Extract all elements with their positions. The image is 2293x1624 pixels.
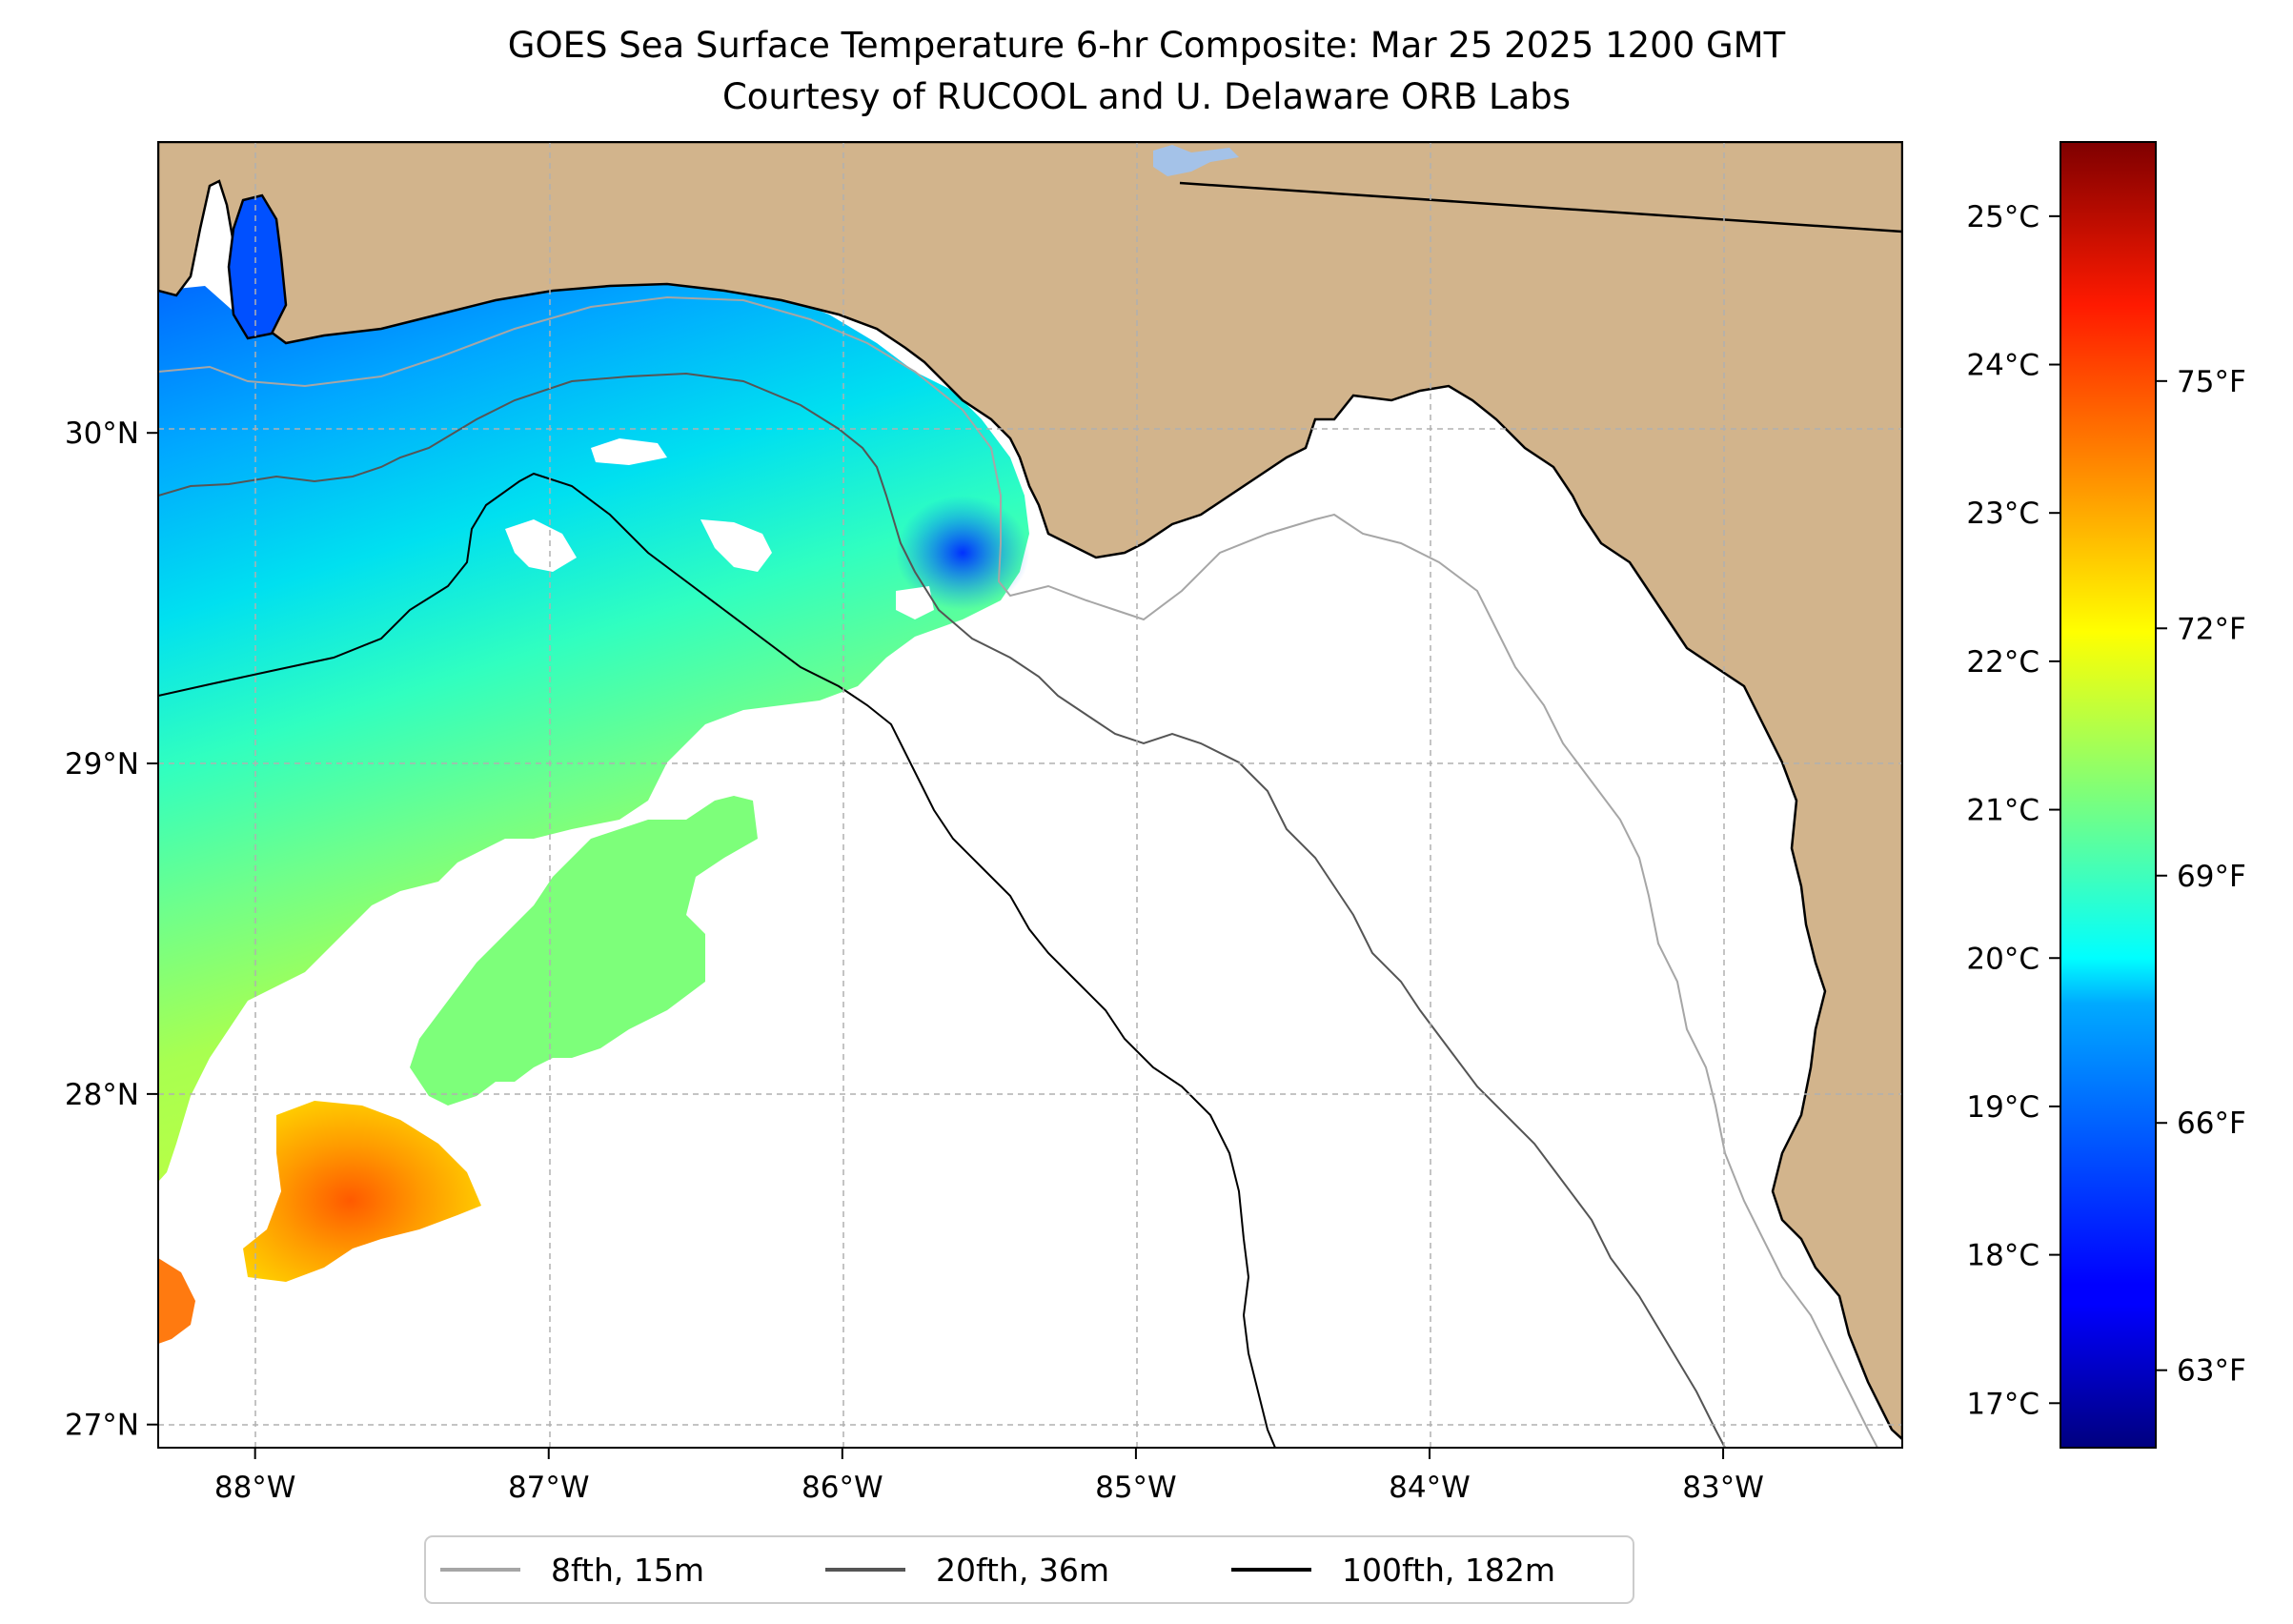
legend-box (424, 1535, 1634, 1604)
map-area (158, 142, 1902, 1448)
lon-tick-label: 88°W (214, 1471, 296, 1505)
lon-tick-label: 83°W (1682, 1471, 1764, 1505)
fahrenheit-tick-label: 75°F (2177, 365, 2246, 399)
celsius-tick-label: 24°C (1966, 349, 2039, 383)
land-north (158, 142, 1902, 1441)
cold-water-core (896, 496, 1029, 610)
legend-label: 100fth, 182m (1342, 1552, 1555, 1589)
sst-holes (505, 438, 934, 619)
latitude-ticks: 27°N 28°N 29°N 30°N (65, 416, 158, 1443)
lon-tick-label: 85°W (1095, 1471, 1177, 1505)
inland-lake (1153, 145, 1239, 176)
lon-tick-label: 84°W (1389, 1471, 1471, 1505)
lon-tick-label: 87°W (508, 1471, 590, 1505)
colorbar-celsius-ticks: 17°C 18°C 19°C 20°C 21°C 22°C 23°C 24°C 25°C (1966, 200, 2060, 1421)
celsius-tick-label: 19°C (1966, 1090, 2039, 1125)
celsius-tick-label: 21°C (1966, 794, 2039, 828)
sst-field (158, 274, 1029, 1182)
sst-white-gap-west (158, 1158, 262, 1239)
longitude-ticks: 88°W 87°W 86°W 85°W 84°W 83°W (214, 1448, 1764, 1505)
fahrenheit-tick-label: 63°F (2177, 1354, 2246, 1389)
lat-tick-label: 29°N (65, 747, 139, 782)
celsius-tick-label: 23°C (1966, 497, 2039, 531)
colorbar-fahrenheit-ticks: 63°F 66°F 69°F 72°F 75°F (2156, 365, 2246, 1389)
sst-warm-southwest (158, 1258, 195, 1344)
sst-patch-east (410, 796, 758, 1106)
contour-legend: 8fth, 15m 20fth, 36m 100fth, 182m (424, 1535, 1634, 1604)
lat-tick-label: 30°N (65, 416, 139, 451)
celsius-tick-label: 22°C (1966, 645, 2039, 680)
fahrenheit-tick-label: 72°F (2177, 612, 2246, 646)
sst-warm-patch (243, 1101, 481, 1282)
map-frame (157, 141, 1903, 1449)
fahrenheit-tick-label: 69°F (2177, 860, 2246, 894)
lat-tick-label: 28°N (65, 1078, 139, 1112)
celsius-tick-label: 17°C (1966, 1387, 2039, 1421)
celsius-tick-label: 18°C (1966, 1239, 2039, 1273)
contour-20fth (158, 372, 1726, 1448)
celsius-tick-label: 20°C (1966, 942, 2039, 976)
legend-label: 8fth, 15m (551, 1552, 704, 1589)
lon-tick-label: 86°W (802, 1471, 883, 1505)
contour-100fth (158, 472, 1276, 1448)
map-title: GOES Sea Surface Temperature 6-hr Compos… (507, 25, 1786, 66)
state-boundary (1179, 181, 1902, 233)
lat-tick-label: 27°N (65, 1409, 139, 1443)
contour-8fth (158, 295, 1878, 1448)
mobile-bay (227, 193, 288, 340)
colorbar (2060, 141, 2157, 1449)
map-subtitle: Courtesy of RUCOOL and U. Delaware ORB L… (721, 76, 1572, 117)
celsius-tick-label: 25°C (1966, 200, 2039, 234)
fahrenheit-tick-label: 66°F (2177, 1106, 2246, 1141)
legend-label: 20fth, 36m (936, 1552, 1109, 1589)
graticule (158, 142, 1902, 1448)
